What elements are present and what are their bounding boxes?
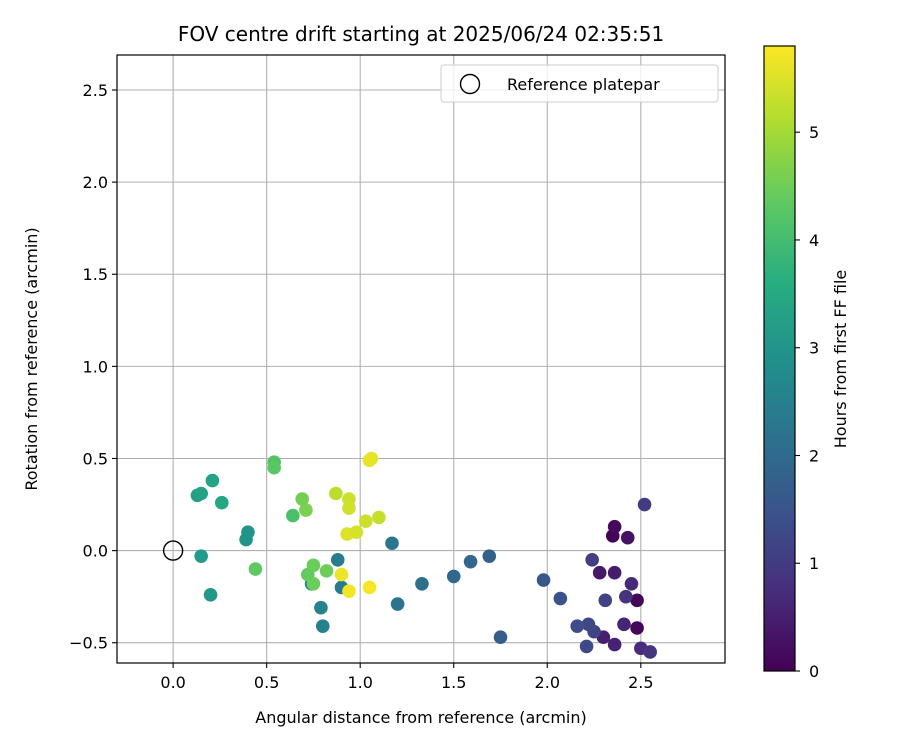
data-point — [620, 530, 635, 545]
x-tick-label: 1.5 — [441, 673, 466, 692]
data-point — [364, 451, 379, 466]
data-point — [619, 589, 633, 604]
plot-frame — [116, 54, 726, 664]
data-point — [581, 617, 596, 632]
data-point — [493, 630, 508, 645]
data-point — [349, 525, 364, 539]
colorbar-ticks: 0 1 2 3 4 5 — [795, 123, 819, 681]
data-point — [214, 495, 229, 510]
colorbar: 0 1 2 3 4 5 Hours from first FF file — [763, 45, 850, 681]
data-point — [637, 497, 652, 512]
data-point — [342, 501, 356, 516]
data-point — [536, 573, 551, 587]
y-tick-label: 1.5 — [83, 265, 108, 284]
data-point — [607, 637, 622, 652]
colorbar-tick-label: 3 — [809, 339, 819, 358]
data-point — [330, 553, 345, 567]
data-point — [267, 460, 281, 475]
data-point — [372, 510, 386, 525]
data-point — [205, 473, 220, 488]
data-point — [299, 503, 313, 517]
colorbar-tick-label: 2 — [809, 446, 819, 465]
y-tick-label: −0.5 — [69, 634, 108, 653]
x-tick-label: 2.5 — [628, 673, 653, 692]
data-point — [334, 567, 349, 582]
data-point — [248, 562, 263, 576]
colorbar-tick-label: 0 — [809, 662, 819, 681]
x-axis-ticks: 0.0 0.5 1.0 1.5 2.0 2.5 — [160, 663, 654, 692]
data-point — [239, 532, 253, 547]
data-point — [329, 486, 343, 501]
legend-box — [440, 64, 719, 103]
data-point — [359, 514, 373, 528]
data-point — [570, 619, 585, 633]
data-points — [190, 451, 657, 659]
data-point — [446, 569, 461, 584]
data-point — [643, 645, 657, 659]
colorbar-tick-label: 5 — [809, 123, 819, 142]
data-point — [203, 588, 218, 602]
x-tick-label: 1.0 — [347, 673, 372, 692]
y-tick-label: 2.0 — [83, 173, 108, 192]
data-point — [306, 558, 321, 573]
legend: Reference platepar — [440, 64, 719, 103]
data-point — [630, 621, 644, 635]
reference-platepar-marker — [162, 540, 184, 561]
data-point — [319, 564, 334, 578]
x-tick-label: 0.0 — [160, 673, 185, 692]
data-point — [390, 597, 405, 611]
y-tick-label: 0.0 — [83, 542, 108, 561]
legend-marker-icon — [459, 73, 481, 95]
data-point — [624, 576, 639, 591]
colorbar-label: Hours from first FF file — [831, 270, 850, 449]
y-axis-ticks: −0.5 0.0 0.5 1.0 1.5 2.0 2.5 — [69, 81, 117, 653]
data-point — [482, 549, 497, 563]
y-axis-label: Rotation from reference (arcmin) — [22, 227, 41, 490]
data-point — [607, 565, 622, 580]
y-tick-label: 0.5 — [83, 449, 108, 468]
data-point — [553, 591, 568, 606]
data-point — [617, 617, 631, 632]
data-point — [598, 593, 613, 608]
data-point — [385, 536, 399, 551]
data-point — [314, 600, 328, 615]
x-axis-label: Angular distance from reference (arcmin) — [255, 708, 586, 727]
y-tick-label: 1.0 — [83, 357, 108, 376]
colorbar-tick-label: 1 — [809, 554, 819, 573]
colorbar-tick-label: 4 — [809, 231, 819, 250]
data-point — [194, 549, 208, 563]
data-point — [286, 508, 300, 523]
data-point — [306, 576, 321, 591]
data-point — [295, 492, 310, 506]
data-point — [607, 519, 622, 534]
data-point — [342, 584, 356, 598]
data-point — [579, 639, 594, 654]
x-tick-label: 2.0 — [535, 673, 560, 692]
data-point — [194, 486, 208, 501]
data-point — [315, 619, 330, 633]
data-point — [362, 580, 377, 595]
data-point — [630, 593, 644, 608]
data-point — [592, 565, 607, 580]
legend-label: Reference platepar — [507, 75, 660, 94]
data-point — [415, 576, 429, 591]
chart-title: FOV centre drift starting at 2025/06/24 … — [178, 22, 664, 46]
grid — [117, 55, 725, 663]
y-tick-label: 2.5 — [83, 81, 108, 100]
data-point — [463, 554, 478, 569]
x-tick-label: 0.5 — [254, 673, 279, 692]
colorbar-gradient — [763, 45, 796, 672]
data-point — [585, 553, 599, 567]
